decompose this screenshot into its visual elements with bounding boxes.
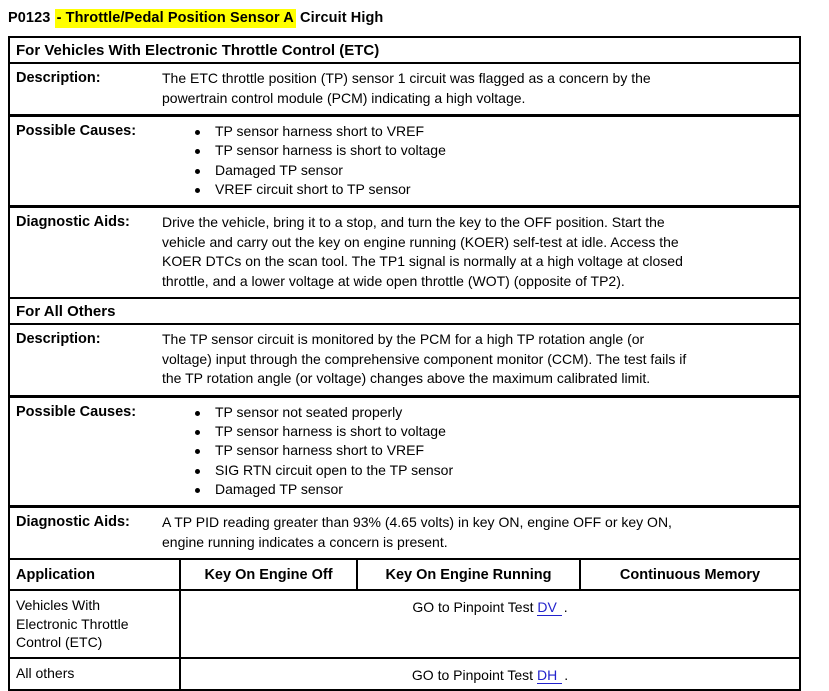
possible-cause-item: TP sensor harness short to VREF <box>162 441 799 460</box>
description-row-all-others: Description: The TP sensor circuit is mo… <box>10 325 799 398</box>
diagnostic-aids-text: A TP PID reading greater than 93% (4.65 … <box>162 514 672 550</box>
possible-cause-item: SIG RTN circuit open to the TP sensor <box>162 461 799 480</box>
possible-cause-item: TP sensor harness short to VREF <box>162 122 799 141</box>
table-row-etc: Vehicles With Electronic Throttle Contro… <box>10 590 799 658</box>
pinpoint-test-table: Application Key On Engine Off Key On Eng… <box>10 560 799 690</box>
diagnostic-aids-row-all-others: Diagnostic Aids: A TP PID reading greate… <box>10 508 799 561</box>
section-header-all-others: For All Others <box>10 299 799 326</box>
pinpoint-header-row: Application Key On Engine Off Key On Eng… <box>10 560 799 592</box>
title-rest: Circuit High <box>295 10 384 26</box>
column-header-continuous-memory: Continuous Memory <box>580 560 799 592</box>
possible-cause-item: TP sensor harness is short to voltage <box>162 141 799 160</box>
possible-cause-item: TP sensor harness is short to voltage <box>162 422 799 441</box>
application-cell: All others <box>10 657 181 690</box>
pinpoint-test-dv-link[interactable]: DV <box>537 599 562 617</box>
section-header-etc: For Vehicles With Electronic Throttle Co… <box>10 38 799 64</box>
description-row-etc: Description: The ETC throttle position (… <box>10 64 799 117</box>
action-suffix: . <box>563 599 568 616</box>
title-highlight: - Throttle/Pedal Position Sensor A <box>54 9 296 28</box>
action-text: GO to Pinpoint Test <box>412 599 538 616</box>
possible-causes-row-all-others: Possible Causes: TP sensor not seated pr… <box>10 398 799 509</box>
possible-cause-item: Damaged TP sensor <box>162 480 799 499</box>
diagnostic-aids-label: Diagnostic Aids: <box>16 514 130 531</box>
possible-causes-list: TP sensor harness short to VREF TP senso… <box>162 117 799 205</box>
action-text: GO to Pinpoint Test <box>411 666 537 683</box>
possible-causes-list: TP sensor not seated properly TP sensor … <box>162 398 799 505</box>
possible-causes-row-etc: Possible Causes: TP sensor harness short… <box>10 117 799 209</box>
description-text: The TP sensor circuit is monitored by th… <box>162 331 687 387</box>
description-text: The ETC throttle position (TP) sensor 1 … <box>162 70 651 106</box>
pinpoint-test-dh-link[interactable]: DH <box>536 666 563 684</box>
possible-causes-label: Possible Causes: <box>16 123 137 139</box>
description-label: Description: <box>16 331 101 348</box>
diagnostic-aids-text: Drive the vehicle, bring it to a stop, a… <box>162 214 683 289</box>
diagnostic-aids-row-etc: Diagnostic Aids: Drive the vehicle, brin… <box>10 208 799 300</box>
action-cell: GO to Pinpoint Test DV. <box>180 590 799 658</box>
possible-causes-label: Possible Causes: <box>16 403 137 420</box>
diagnostic-aids-label: Diagnostic Aids: <box>16 214 130 231</box>
action-cell: GO to Pinpoint Test DH. <box>180 658 799 690</box>
possible-cause-item: TP sensor not seated properly <box>162 403 799 422</box>
action-suffix: . <box>564 666 569 683</box>
diagnostic-code-table: For Vehicles With Electronic Throttle Co… <box>8 36 801 691</box>
application-cell: Vehicles With Electronic Throttle Contro… <box>10 590 181 658</box>
possible-cause-item: Damaged TP sensor <box>162 161 799 180</box>
dtc-code: P0123 <box>8 10 55 26</box>
column-header-key-on-engine-running: Key On Engine Running <box>357 560 581 592</box>
column-header-key-on-engine-off: Key On Engine Off <box>180 560 358 592</box>
column-header-application: Application <box>10 560 181 592</box>
description-label: Description: <box>16 70 101 86</box>
table-row-all-others: All others GO to Pinpoint Test DH. <box>10 657 799 690</box>
possible-cause-item: VREF circuit short to TP sensor <box>162 180 799 199</box>
page-title: P0123 - Throttle/Pedal Position Sensor A… <box>8 9 829 28</box>
